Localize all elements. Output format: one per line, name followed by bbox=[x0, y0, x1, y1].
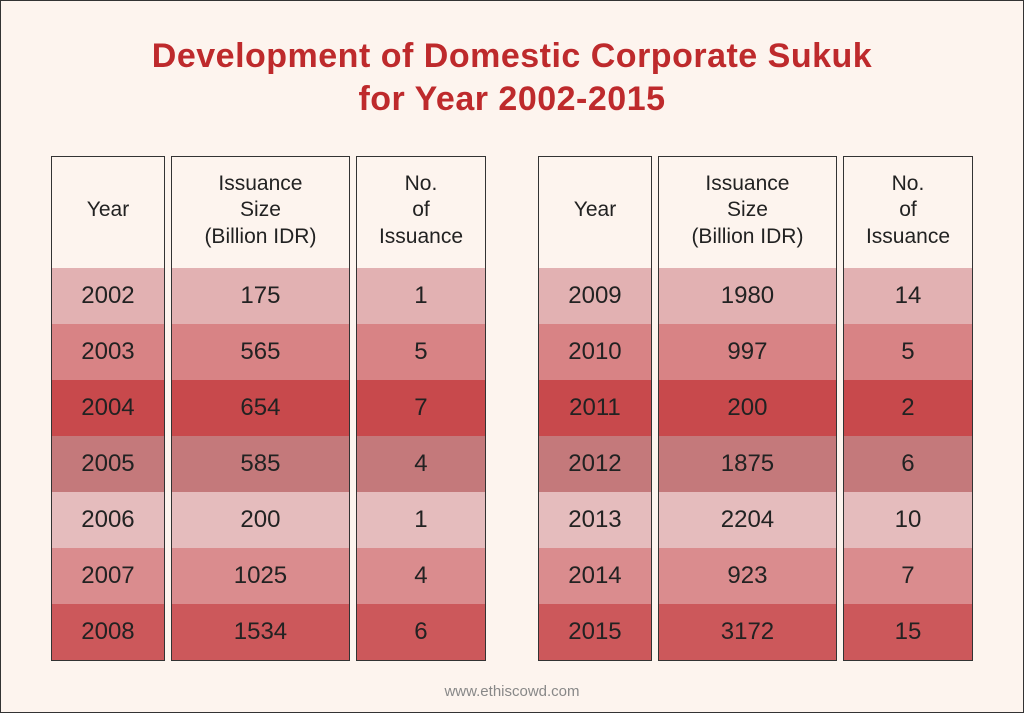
cell-year: 2004 bbox=[51, 380, 165, 436]
col-size-l3: (Billion IDR) bbox=[691, 225, 803, 248]
cell-count: 7 bbox=[356, 380, 486, 436]
col-year-label: Year bbox=[574, 198, 616, 221]
table-row: 20149237 bbox=[538, 548, 973, 604]
cell-size: 923 bbox=[658, 548, 837, 604]
col-size-l2: Size bbox=[727, 198, 768, 221]
table-row: 20035655 bbox=[51, 324, 486, 380]
tables-container: Year Issuance Size (Billion IDR) No. of … bbox=[1, 156, 1023, 661]
cell-year: 2007 bbox=[51, 548, 165, 604]
cell-year: 2013 bbox=[538, 492, 652, 548]
table-row: 20112002 bbox=[538, 380, 973, 436]
table-row: 200710254 bbox=[51, 548, 486, 604]
table-row: 2009198014 bbox=[538, 268, 973, 324]
cell-size: 1534 bbox=[171, 604, 350, 661]
table-row: 2013220410 bbox=[538, 492, 973, 548]
col-size-l3: (Billion IDR) bbox=[204, 225, 316, 248]
col-year-header: Year bbox=[538, 156, 652, 268]
cell-year: 2002 bbox=[51, 268, 165, 324]
cell-count: 2 bbox=[843, 380, 973, 436]
table-row: 201218756 bbox=[538, 436, 973, 492]
cell-count: 6 bbox=[843, 436, 973, 492]
cell-size: 1980 bbox=[658, 268, 837, 324]
col-count-l1: No. bbox=[405, 172, 438, 195]
col-year-label: Year bbox=[87, 198, 129, 221]
table-row: 20021751 bbox=[51, 268, 486, 324]
cell-size: 175 bbox=[171, 268, 350, 324]
cell-year: 2010 bbox=[538, 324, 652, 380]
cell-size: 654 bbox=[171, 380, 350, 436]
title-line-2: for Year 2002-2015 bbox=[358, 80, 665, 118]
cell-size: 1875 bbox=[658, 436, 837, 492]
cell-count: 1 bbox=[356, 492, 486, 548]
col-count-header: No. of Issuance bbox=[356, 156, 486, 268]
cell-year: 2006 bbox=[51, 492, 165, 548]
table-row: 20062001 bbox=[51, 492, 486, 548]
col-size-header: Issuance Size (Billion IDR) bbox=[658, 156, 837, 268]
cell-size: 585 bbox=[171, 436, 350, 492]
right-table-body: 2009198014201099752011200220121875620132… bbox=[538, 268, 973, 661]
right-table: Year Issuance Size (Billion IDR) No. of … bbox=[532, 156, 979, 661]
col-count-l3: Issuance bbox=[379, 225, 463, 248]
cell-year: 2014 bbox=[538, 548, 652, 604]
left-table-body: 2002175120035655200465472005585420062001… bbox=[51, 268, 486, 661]
cell-year: 2003 bbox=[51, 324, 165, 380]
col-size-l2: Size bbox=[240, 198, 281, 221]
title-line-1: Development of Domestic Corporate Sukuk bbox=[152, 37, 872, 75]
cell-count: 5 bbox=[843, 324, 973, 380]
col-size-header: Issuance Size (Billion IDR) bbox=[171, 156, 350, 268]
col-year-header: Year bbox=[51, 156, 165, 268]
cell-size: 200 bbox=[658, 380, 837, 436]
table-row: 20109975 bbox=[538, 324, 973, 380]
col-size-l1: Issuance bbox=[218, 172, 302, 195]
col-count-l3: Issuance bbox=[866, 225, 950, 248]
cell-count: 4 bbox=[356, 548, 486, 604]
cell-count: 10 bbox=[843, 492, 973, 548]
cell-count: 7 bbox=[843, 548, 973, 604]
cell-count: 15 bbox=[843, 604, 973, 661]
table-row: 20055854 bbox=[51, 436, 486, 492]
cell-year: 2008 bbox=[51, 604, 165, 661]
cell-size: 3172 bbox=[658, 604, 837, 661]
cell-year: 2015 bbox=[538, 604, 652, 661]
footer-source: www.ethiscowd.com bbox=[1, 683, 1023, 700]
cell-count: 14 bbox=[843, 268, 973, 324]
cell-count: 1 bbox=[356, 268, 486, 324]
page-title: Development of Domestic Corporate Sukuk … bbox=[1, 1, 1023, 120]
cell-size: 200 bbox=[171, 492, 350, 548]
cell-year: 2009 bbox=[538, 268, 652, 324]
table-row: 20046547 bbox=[51, 380, 486, 436]
cell-size: 2204 bbox=[658, 492, 837, 548]
header-row: Year Issuance Size (Billion IDR) No. of … bbox=[538, 156, 973, 268]
cell-year: 2012 bbox=[538, 436, 652, 492]
table-row: 2015317215 bbox=[538, 604, 973, 661]
cell-count: 5 bbox=[356, 324, 486, 380]
cell-year: 2011 bbox=[538, 380, 652, 436]
left-table: Year Issuance Size (Billion IDR) No. of … bbox=[45, 156, 492, 661]
header-row: Year Issuance Size (Billion IDR) No. of … bbox=[51, 156, 486, 268]
col-count-l2: of bbox=[899, 198, 917, 221]
cell-year: 2005 bbox=[51, 436, 165, 492]
col-count-l2: of bbox=[412, 198, 430, 221]
col-count-header: No. of Issuance bbox=[843, 156, 973, 268]
col-count-l1: No. bbox=[892, 172, 925, 195]
col-size-l1: Issuance bbox=[705, 172, 789, 195]
cell-size: 1025 bbox=[171, 548, 350, 604]
cell-size: 565 bbox=[171, 324, 350, 380]
cell-size: 997 bbox=[658, 324, 837, 380]
cell-count: 4 bbox=[356, 436, 486, 492]
table-row: 200815346 bbox=[51, 604, 486, 661]
cell-count: 6 bbox=[356, 604, 486, 661]
